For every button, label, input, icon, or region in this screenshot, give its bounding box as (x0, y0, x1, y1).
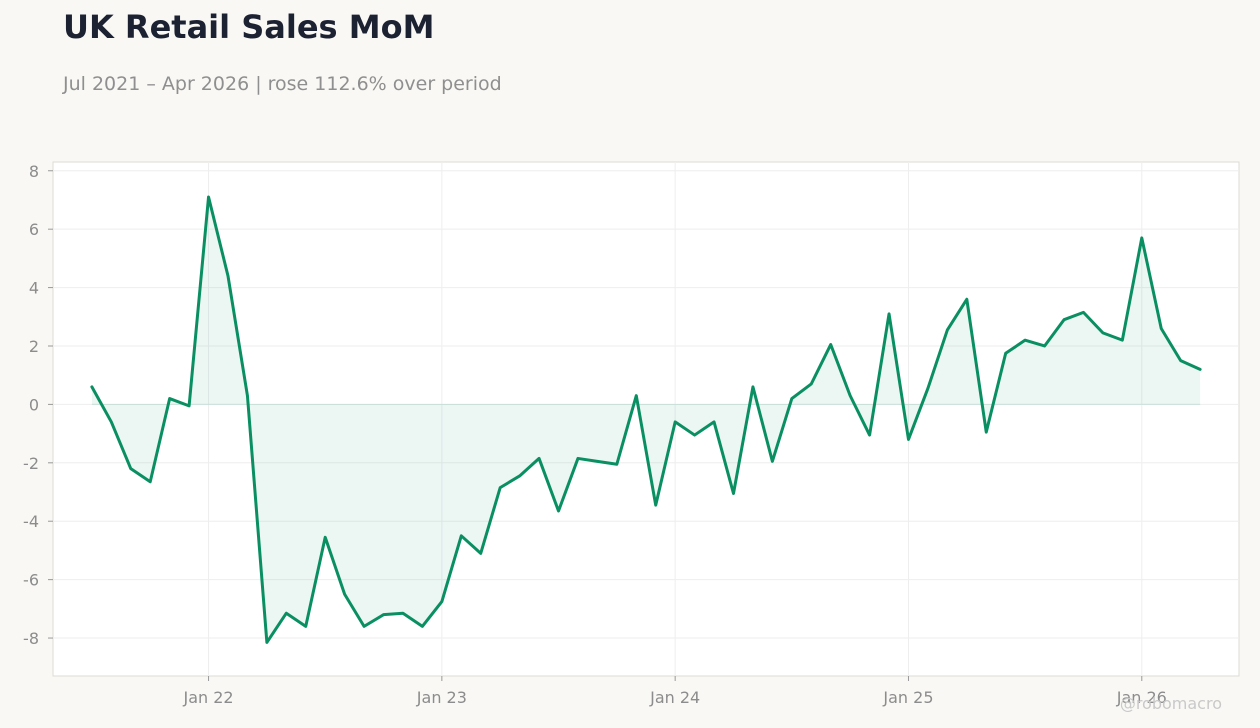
data-point (751, 385, 755, 389)
data-point (1004, 351, 1008, 355)
data-point (634, 394, 638, 398)
data-point (809, 382, 813, 386)
data-point (109, 420, 113, 424)
axes: -8 -6 -4 -2 0 2 4 6 8 Jan 22 Jan 23 Jan 24 Jan 25 Jan… (23, 162, 1167, 707)
x-tick-label: Jan 23 (416, 688, 467, 707)
data-point (420, 624, 424, 628)
data-point (323, 535, 327, 539)
data-point (829, 343, 833, 347)
data-point (693, 433, 697, 437)
data-point (1140, 236, 1144, 240)
data-point (401, 611, 405, 615)
data-point (537, 456, 541, 460)
data-point (731, 491, 735, 495)
y-tick-label: 2 (29, 337, 39, 356)
data-point (945, 328, 949, 332)
data-point (265, 640, 269, 644)
y-tick-label: 0 (29, 395, 39, 414)
data-point (479, 551, 483, 555)
y-tick-label: -4 (23, 512, 39, 531)
series-area-fill (91, 197, 1201, 643)
x-tick-label: Jan 25 (882, 688, 933, 707)
data-point (1023, 338, 1027, 342)
watermark: @robomacro (1119, 694, 1222, 713)
data-point (129, 467, 133, 471)
data-point (168, 397, 172, 401)
chart-subtitle: Jul 2021 – Apr 2026 | rose 112.6% over p… (63, 73, 502, 95)
data-point (1120, 338, 1124, 342)
data-point (615, 462, 619, 466)
data-point (1043, 344, 1047, 348)
data-point (770, 459, 774, 463)
data-point (848, 394, 852, 398)
data-point (1198, 367, 1202, 371)
data-point (887, 312, 891, 316)
y-tick-label: -8 (23, 629, 39, 648)
data-point (868, 433, 872, 437)
data-point (187, 404, 191, 408)
data-point (1062, 318, 1066, 322)
data-point (1101, 331, 1105, 335)
y-tick-label: -6 (23, 571, 39, 590)
y-tick-label: 4 (29, 279, 39, 298)
data-point (498, 486, 502, 490)
data-point (343, 592, 347, 596)
data-point (906, 437, 910, 441)
data-point (518, 474, 522, 478)
data-point (440, 600, 444, 604)
data-point (926, 386, 930, 390)
data-point (595, 459, 599, 463)
data-point (984, 430, 988, 434)
data-point (207, 195, 211, 199)
data-point (790, 397, 794, 401)
y-tick-label: -2 (23, 454, 39, 473)
data-point (557, 509, 561, 513)
y-tick-label: 8 (29, 162, 39, 181)
x-tick-label: Jan 26 (1116, 688, 1167, 707)
data-point (576, 456, 580, 460)
data-point (362, 624, 366, 628)
data-point (245, 394, 249, 398)
data-point (226, 274, 230, 278)
grid-lines (53, 162, 1239, 676)
x-tick-label: Jan 24 (649, 688, 700, 707)
data-point (1159, 326, 1163, 330)
data-point (382, 613, 386, 617)
data-point (284, 611, 288, 615)
data-point (673, 420, 677, 424)
data-point (1179, 359, 1183, 363)
series-line (90, 195, 1202, 644)
data-point (459, 534, 463, 538)
y-tick-label: 6 (29, 220, 39, 239)
x-tick-label: Jan 22 (182, 688, 233, 707)
data-point (965, 297, 969, 301)
data-point (654, 503, 658, 507)
data-point (304, 624, 308, 628)
data-point (148, 480, 152, 484)
data-point (90, 385, 94, 389)
data-point (712, 420, 716, 424)
chart-title: UK Retail Sales MoM (63, 8, 435, 46)
data-point (1081, 310, 1085, 314)
series-sales-mom (90, 195, 1202, 644)
